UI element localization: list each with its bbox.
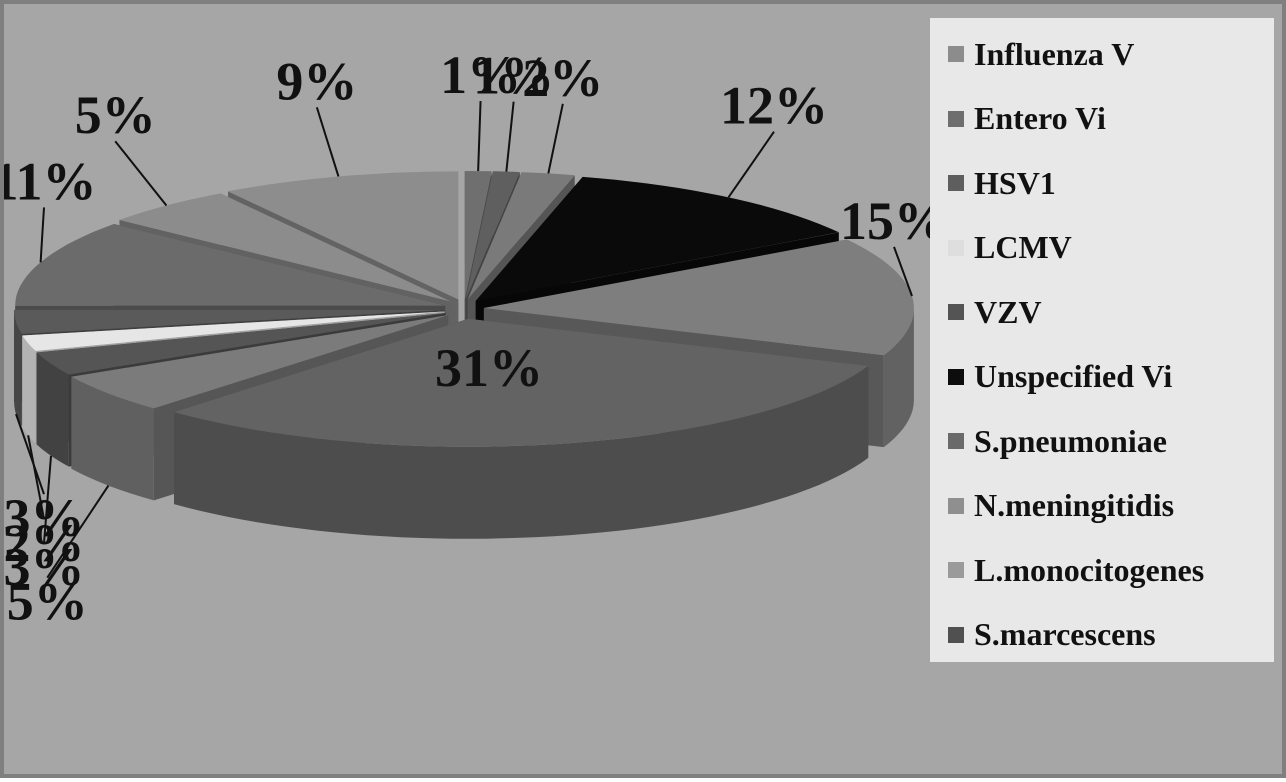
leader-line — [727, 131, 775, 198]
legend-label: L.monocitogenes — [974, 551, 1205, 588]
leader-line — [477, 101, 482, 172]
legend-item: S.pneumoniae — [948, 422, 1167, 459]
leader-line — [893, 246, 913, 297]
legend-label: LCMV — [974, 229, 1072, 265]
legend-item: VZV — [948, 293, 1042, 330]
legend-item: Entero Vi — [948, 100, 1106, 136]
slice-top — [14, 309, 445, 334]
legend-label: Unspecified Vi — [974, 358, 1173, 394]
legend-item: S.marcescens — [948, 616, 1156, 652]
legend-item: HSV1 — [948, 164, 1056, 201]
slice-outer-wall — [71, 376, 154, 501]
leader-line — [43, 455, 53, 544]
slice-top — [483, 239, 914, 356]
slice-outer-wall — [36, 352, 69, 467]
leader-line — [505, 101, 515, 172]
slice-top — [465, 171, 520, 300]
legend-label: S.marcescens — [974, 616, 1156, 652]
slice-percent-label: 2% — [4, 513, 85, 573]
slice-percent-label: 31% — [435, 338, 543, 398]
slice-top — [15, 224, 446, 306]
legend-label: VZV — [974, 293, 1042, 330]
legend-item: N.meningitidis — [948, 487, 1175, 523]
slice-outer-wall — [14, 309, 22, 426]
leader-line — [15, 413, 45, 495]
leader-line — [46, 485, 110, 579]
legend-swatch — [948, 239, 964, 256]
slice-outer-wall — [883, 308, 914, 448]
legend: Influenza V Entero Vi HSV1 LCMV VZV Unspecifi… — [930, 18, 1274, 662]
legend-item: Unspecified Vi — [948, 358, 1173, 394]
slice-percent-label: 3% — [4, 537, 85, 597]
legend-swatch — [948, 46, 964, 62]
slice-percent-label: 5% — [7, 572, 88, 632]
slice-percent-label: 2% — [522, 48, 603, 108]
slice-top — [22, 311, 445, 351]
legend-swatch — [948, 368, 964, 385]
leader-line — [39, 207, 45, 263]
leader-line — [547, 103, 564, 174]
pie-chart: 1%1%2%12%15%31%5%3%2%3%11%5%9% — [4, 45, 948, 632]
legend-swatch — [948, 110, 964, 127]
slice-percent-label: 1% — [440, 45, 521, 105]
legend-swatch — [948, 626, 964, 643]
slice-top — [464, 171, 492, 300]
leader-line — [114, 140, 168, 207]
slice-percent-label: 12% — [720, 76, 828, 136]
slice-top — [36, 312, 446, 375]
slice-top — [174, 318, 869, 447]
pie-slice — [174, 318, 869, 539]
legend-item: LCMV — [948, 229, 1072, 265]
slice-outer-wall — [22, 335, 36, 443]
legend-label: Entero Vi — [974, 100, 1106, 136]
legend-item: L.monocitogenes — [948, 551, 1205, 588]
slice-percent-label: 5% — [75, 85, 156, 145]
slice-outer-wall — [174, 365, 869, 539]
slice-top — [71, 315, 449, 409]
legend-swatch — [948, 562, 964, 578]
legend-swatch — [948, 497, 964, 514]
leader-line — [27, 435, 45, 520]
legend-swatch — [948, 175, 964, 191]
leader-line — [315, 107, 340, 177]
slice-top — [475, 176, 839, 301]
legend-swatch — [948, 433, 964, 449]
slice-top — [228, 171, 459, 300]
slice-percent-label: 1% — [473, 46, 554, 106]
slice-top — [119, 193, 451, 302]
slice-percent-label: 3% — [4, 488, 85, 548]
legend-swatch — [948, 304, 964, 320]
slice-percent-label: 9% — [276, 51, 357, 111]
slice-top — [467, 172, 575, 300]
legend-label: N.meningitidis — [974, 487, 1175, 523]
legend-item: Influenza V — [948, 35, 1135, 72]
legend-label: Influenza V — [974, 35, 1135, 72]
legend-label: S.pneumoniae — [974, 422, 1167, 459]
legend-label: HSV1 — [974, 164, 1056, 201]
slice-percent-label: 11% — [4, 151, 97, 211]
